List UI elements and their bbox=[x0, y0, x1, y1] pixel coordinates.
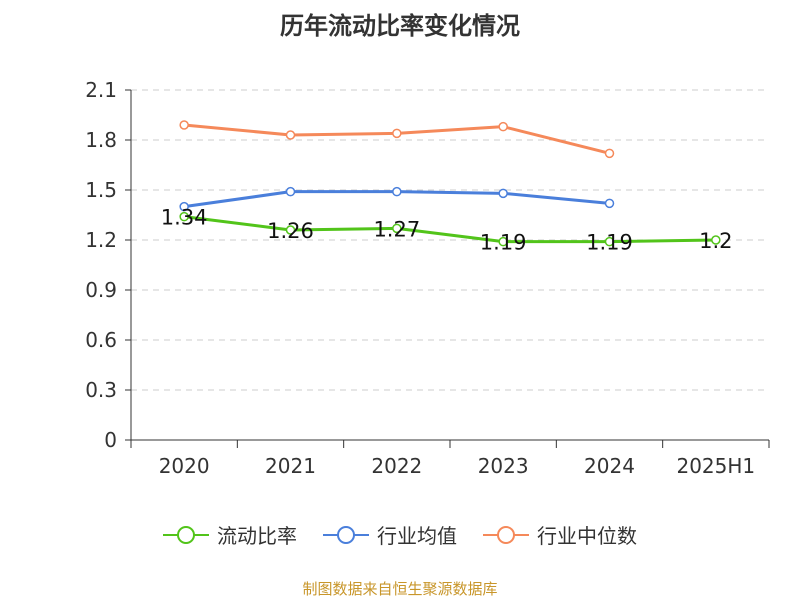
data-point[interactable] bbox=[711, 235, 721, 245]
x-tick-label: 2025H1 bbox=[676, 454, 755, 478]
y-tick-label: 0.3 bbox=[85, 378, 117, 402]
y-tick-label: 0 bbox=[104, 428, 117, 452]
data-label: 1.27 bbox=[373, 217, 420, 241]
y-tick-label: 0.9 bbox=[85, 278, 117, 302]
data-point[interactable] bbox=[392, 223, 402, 234]
y-tick-label: 1.5 bbox=[85, 178, 117, 202]
x-tick-label: 2022 bbox=[371, 454, 422, 478]
data-point[interactable] bbox=[498, 236, 508, 247]
legend-item-industry-median[interactable]: 行业中位数 bbox=[483, 520, 637, 549]
data-point[interactable] bbox=[285, 186, 296, 197]
data-point[interactable] bbox=[285, 225, 296, 235]
legend-line-blue-icon bbox=[323, 525, 369, 544]
data-point[interactable] bbox=[604, 236, 615, 247]
data-label: 1.34 bbox=[161, 206, 208, 230]
data-label: 1.2 bbox=[699, 229, 732, 253]
data-label: 1.26 bbox=[267, 219, 314, 243]
legend-line-green-icon bbox=[163, 525, 209, 544]
data-point[interactable] bbox=[179, 211, 189, 222]
chart-legend: 流动比率 行业均值 行业中位数 bbox=[0, 520, 800, 549]
data-point[interactable] bbox=[392, 186, 402, 197]
y-tick-label: 0.6 bbox=[85, 328, 117, 352]
data-point[interactable] bbox=[498, 121, 508, 132]
legend-item-current-ratio[interactable]: 流动比率 bbox=[163, 520, 297, 549]
legend-label: 行业均值 bbox=[377, 524, 457, 548]
x-tick-label: 2024 bbox=[584, 454, 635, 478]
data-label: 1.19 bbox=[586, 231, 633, 255]
data-point[interactable] bbox=[604, 148, 615, 159]
legend-label: 行业中位数 bbox=[537, 524, 637, 548]
y-tick-label: 1.8 bbox=[85, 128, 117, 152]
series-line bbox=[183, 215, 716, 244]
x-tick-label: 2021 bbox=[265, 454, 316, 478]
chart-title: 历年流动比率变化情况 bbox=[280, 12, 520, 40]
x-tick-label: 2023 bbox=[478, 454, 529, 478]
y-tick-label: 2.1 bbox=[85, 78, 117, 102]
data-point[interactable] bbox=[498, 188, 508, 199]
legend-item-industry-mean[interactable]: 行业均值 bbox=[323, 520, 457, 549]
data-point[interactable] bbox=[392, 128, 402, 139]
x-tick-label: 2020 bbox=[159, 454, 210, 478]
data-point[interactable] bbox=[285, 130, 296, 140]
data-point[interactable] bbox=[179, 120, 189, 130]
y-tick-label: 1.2 bbox=[85, 228, 117, 252]
source-note: 制图数据来自恒生聚源数据库 bbox=[302, 580, 498, 598]
data-point[interactable] bbox=[179, 201, 189, 212]
data-point[interactable] bbox=[604, 198, 615, 209]
data-label: 1.19 bbox=[480, 231, 527, 255]
legend-line-orange-icon bbox=[483, 525, 529, 544]
legend-label: 流动比率 bbox=[217, 524, 297, 548]
